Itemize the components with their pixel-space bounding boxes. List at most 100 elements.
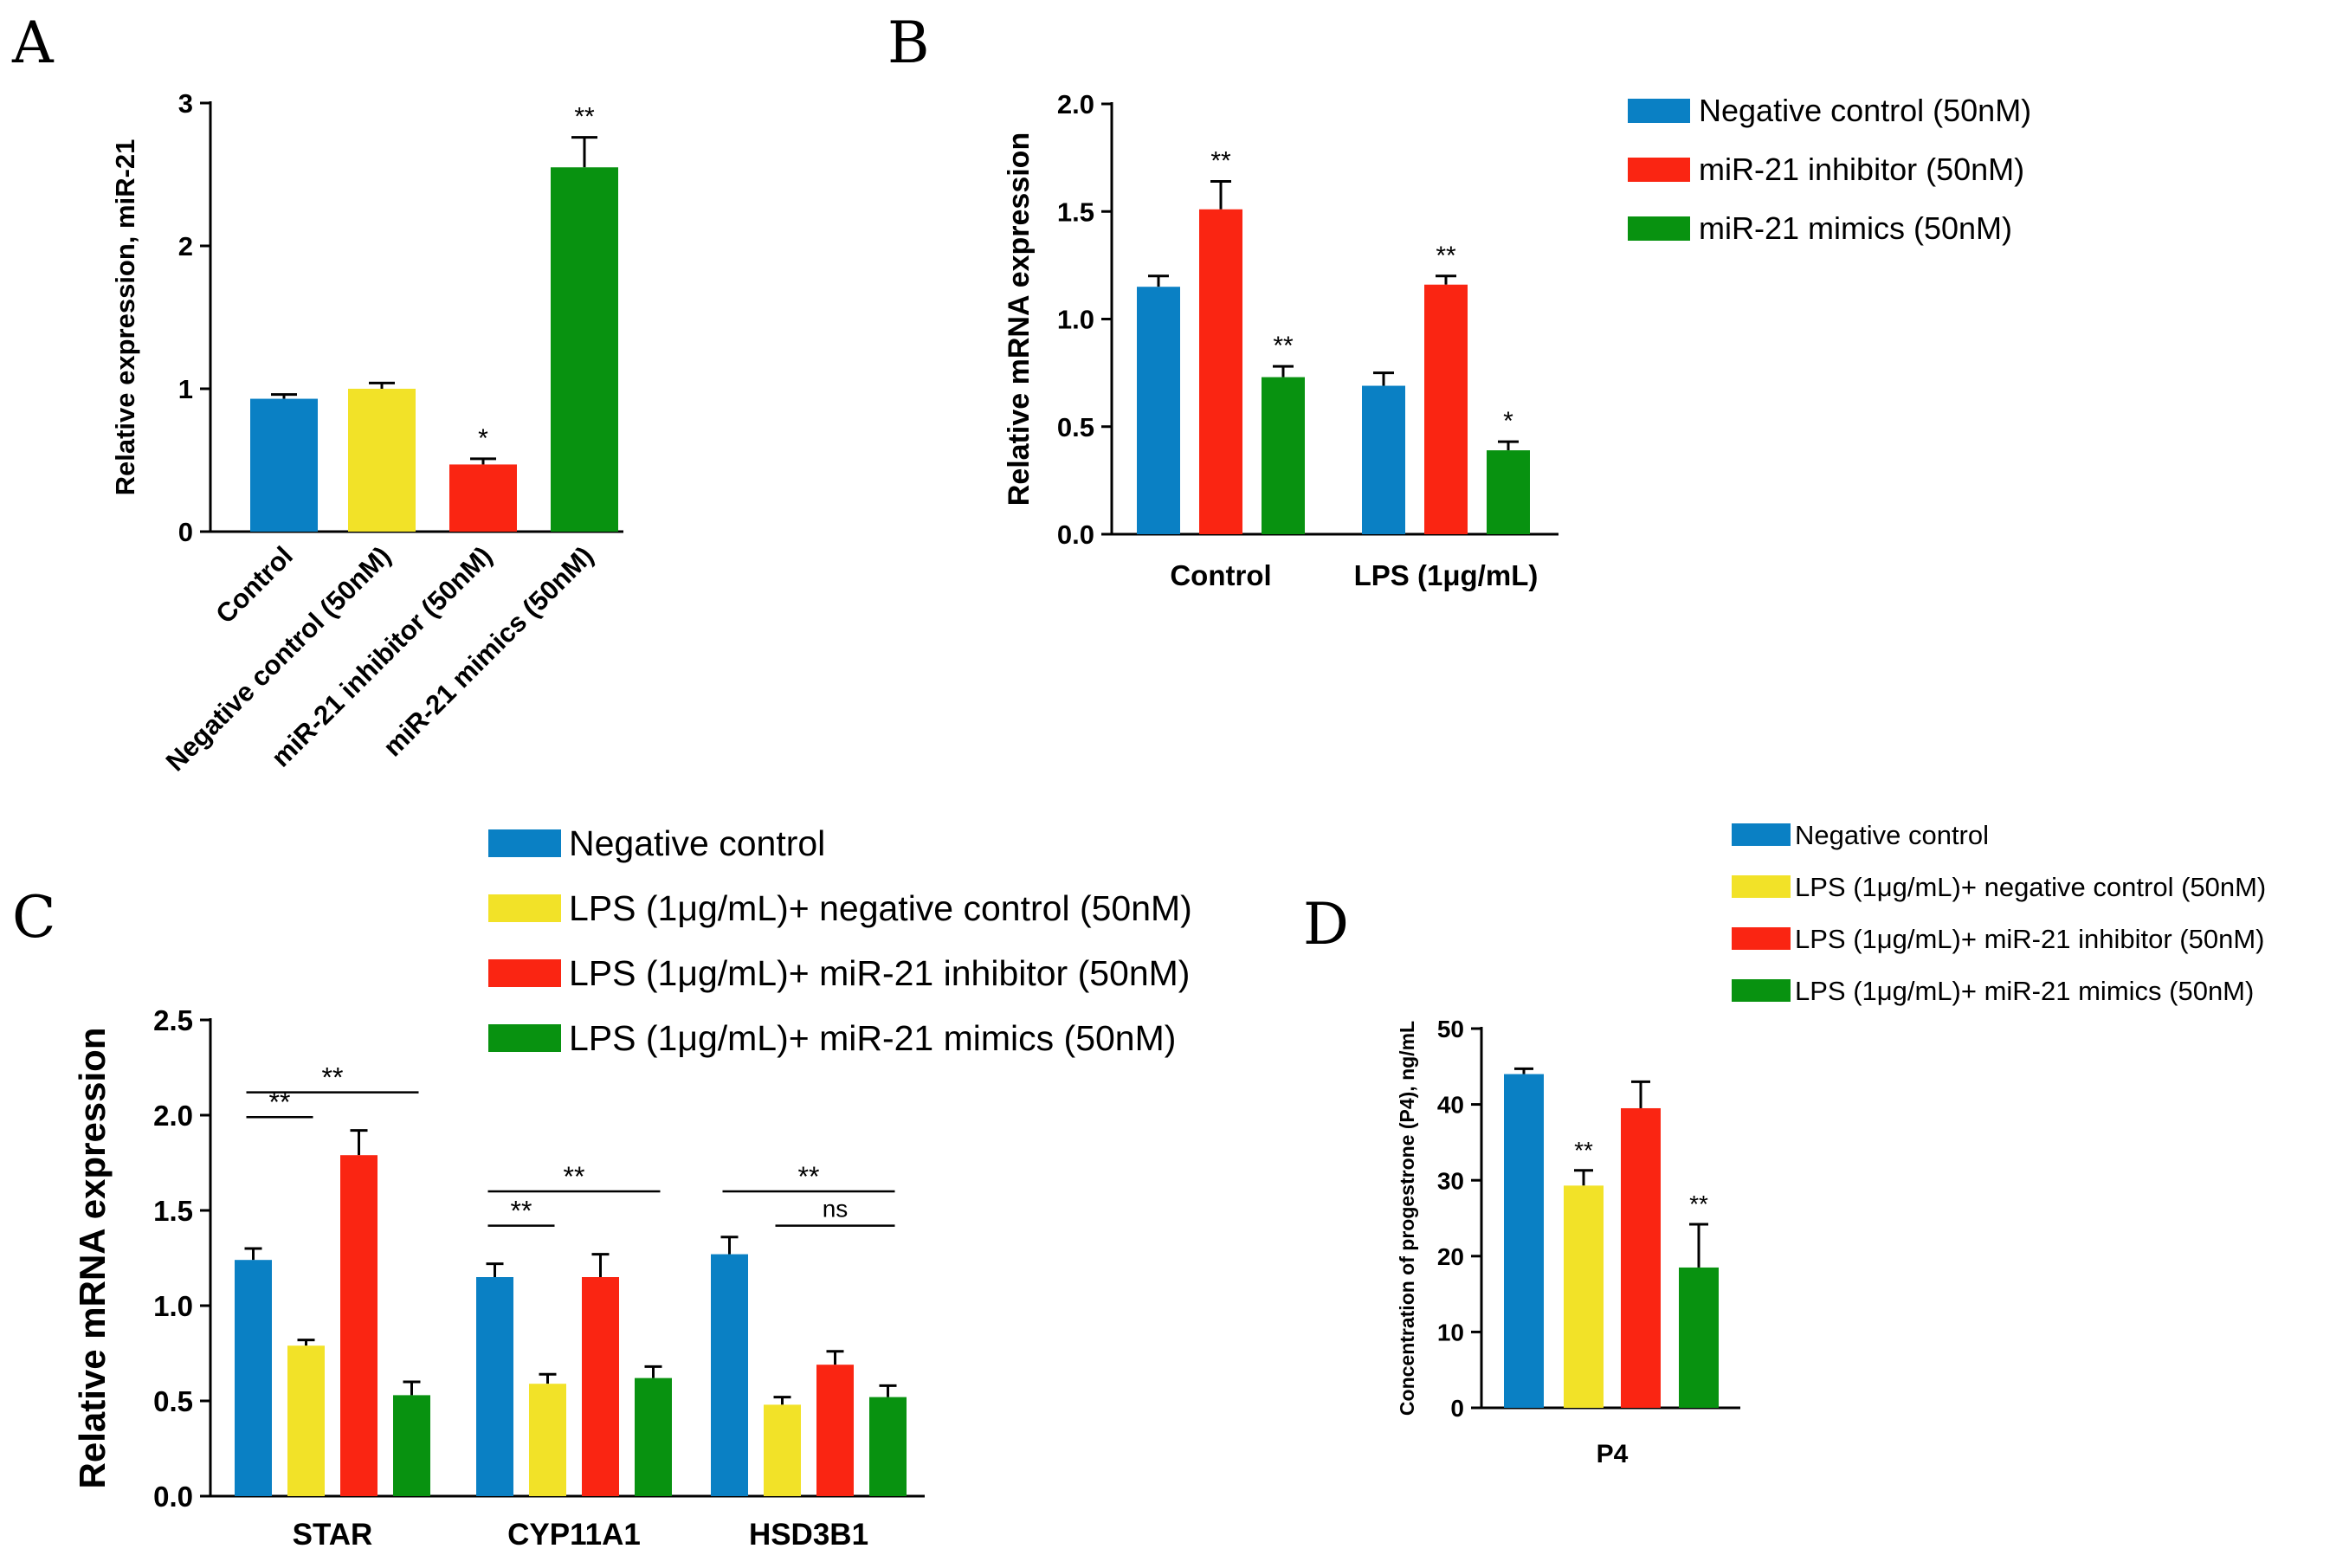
panel-c-y-tick-label: 0.5 [153,1385,193,1417]
panel-c-chart: 0.0 0.5 1.0 1.5 2.0 2.5 Relative mRNA expressi… [72,823,1192,1552]
panel-b-y-axis-label: Relative mRNA expression [1003,132,1036,506]
panel-b-legend-swatch [1628,216,1690,241]
panel-c-legend-label: LPS (1μg/mL)+ negative control (50nM) [569,888,1192,928]
panel-c-y-axis-label: Relative mRNA expression [72,1028,113,1489]
panel-b-legend-swatch [1628,158,1690,182]
panel-b-y-tick-label: 1.5 [1057,197,1094,227]
panel-a-x-tick-label: Control [210,540,299,629]
panel-c-legend-label: LPS (1μg/mL)+ miR-21 mimics (50nM) [569,1018,1176,1058]
panel-b-y-tick-label: 0.5 [1057,412,1094,442]
panel-d-y-axis-label: Concentration of progestrone (P4), ng/mL [1396,1021,1418,1416]
panel-d-legend-swatch [1732,823,1791,846]
panel-c-y-tick-label: 0.0 [153,1481,193,1513]
panel-a-significance: * [478,424,488,453]
panel-letter-c: C [12,884,56,951]
panel-b-y-tick-label: 0.0 [1057,519,1094,550]
panel-letter-b: B [887,10,930,76]
panel-d-legend-label: Negative control [1795,820,1989,850]
panel-c-comparison-label: ** [798,1161,820,1192]
panel-c-bar [235,1260,272,1496]
panel-b-chart: 0.0 0.5 1.0 1.5 2.0 Relative mRNA expression *… [1003,89,2031,591]
panel-d-significance: ** [1689,1191,1708,1217]
panel-d-y-tick-label: 50 [1437,1016,1464,1042]
panel-d-bar [1504,1074,1544,1408]
panel-d-legend-label: LPS (1μg/mL)+ miR-21 inhibitor (50nM) [1795,924,2264,954]
panel-a-y-tick-label: 3 [178,88,193,119]
panel-b-significance: ** [1210,146,1231,175]
panel-c-bar [816,1365,854,1496]
panel-b-significance: * [1503,407,1513,436]
panel-c-y-tick-label: 1.0 [153,1290,193,1322]
panel-b-legend-label: miR-21 inhibitor (50nM) [1699,152,2024,187]
panel-c-bar [582,1277,619,1496]
panel-letter-a: A [11,10,55,76]
panel-c-legend-label: LPS (1μg/mL)+ miR-21 inhibitor (50nM) [569,953,1190,993]
panel-a-bar [348,389,416,532]
panel-a-x-tick-label: miR-21 mimics (50nM) [378,540,599,762]
panel-d-bar [1679,1267,1719,1408]
panel-c-bar [869,1397,907,1496]
panel-d-chart: 0 10 20 30 40 50 Concentration of progestrone … [1396,820,2266,1468]
panel-b-legend-swatch [1628,99,1690,123]
panel-d-y-tick-label: 40 [1437,1092,1464,1119]
panel-b-bar [1262,377,1305,534]
panel-d-legend-swatch [1732,979,1791,1002]
panel-c-bar [287,1345,325,1496]
panel-d-x-tick-label: P4 [1597,1440,1629,1468]
panel-d-legend-swatch [1732,927,1791,950]
panel-b-y-tick-label: 1.0 [1057,305,1094,335]
panel-c-bar [529,1384,566,1496]
panel-c-legend-label: Negative control [569,823,825,863]
panel-b-significance: ** [1273,332,1294,360]
panel-b-x-tick-label: LPS (1μg/mL) [1354,559,1539,591]
panel-b-bar [1362,385,1405,534]
panel-b-significance: ** [1436,242,1456,270]
panel-b-bar [1424,284,1468,534]
panel-letter-d: D [1303,891,1349,958]
panel-a-y-tick-label: 1 [178,374,193,404]
panel-d-y-tick-label: 10 [1437,1319,1464,1345]
panel-d-bar [1564,1185,1604,1408]
panel-c-x-tick-label: STAR [293,1518,373,1552]
panel-c-bar [476,1277,513,1496]
panel-c-y-tick-label: 2.0 [153,1100,193,1132]
panel-c-legend-swatch [488,829,561,857]
panel-c-x-tick-label: HSD3B1 [749,1518,868,1552]
panel-c-bar [711,1254,748,1496]
panel-c-bar [393,1395,430,1496]
panel-a-y-axis-label: Relative expression, miR-21 [110,139,140,496]
panel-a-y-tick-label: 2 [178,231,193,261]
panel-b-x-tick-label: Control [1170,559,1271,591]
panel-b-y-tick-label: 2.0 [1057,89,1094,119]
panel-c-comparison-label: ** [564,1161,585,1192]
panel-a-y-tick-label: 0 [178,517,193,547]
panel-c-legend-swatch [488,959,561,987]
panel-a-bar [449,464,517,532]
panel-a-bar [551,167,618,532]
panel-b-legend-label: Negative control (50nM) [1699,93,2031,128]
panel-a-significance: ** [574,103,595,132]
panel-c-comparison-label: ns [823,1196,849,1223]
panel-c-y-tick-label: 1.5 [153,1195,193,1227]
panel-d-legend-label: LPS (1μg/mL)+ miR-21 mimics (50nM) [1795,976,2254,1006]
panel-c-legend-swatch [488,894,561,922]
panel-c-x-tick-label: CYP11A1 [507,1518,641,1552]
panel-c-legend-swatch [488,1024,561,1052]
panel-d-legend-swatch [1732,875,1791,898]
panel-d-legend-label: LPS (1μg/mL)+ negative control (50nM) [1795,872,2266,902]
panel-d-bar [1621,1107,1661,1408]
panel-d-y-tick-label: 0 [1450,1395,1464,1422]
panel-d-y-tick-label: 20 [1437,1243,1464,1270]
panel-b-bar [1137,287,1180,534]
panel-b-bar [1199,209,1242,534]
panel-c-comparison-label: ** [322,1062,344,1094]
panel-a-bar [250,398,318,532]
panel-c-comparison-label: ** [511,1196,532,1227]
panel-c-bar [340,1155,378,1496]
panel-b-bar [1487,450,1530,534]
panel-c-y-tick-label: 2.5 [153,1004,193,1036]
panel-c-bar [635,1378,672,1496]
